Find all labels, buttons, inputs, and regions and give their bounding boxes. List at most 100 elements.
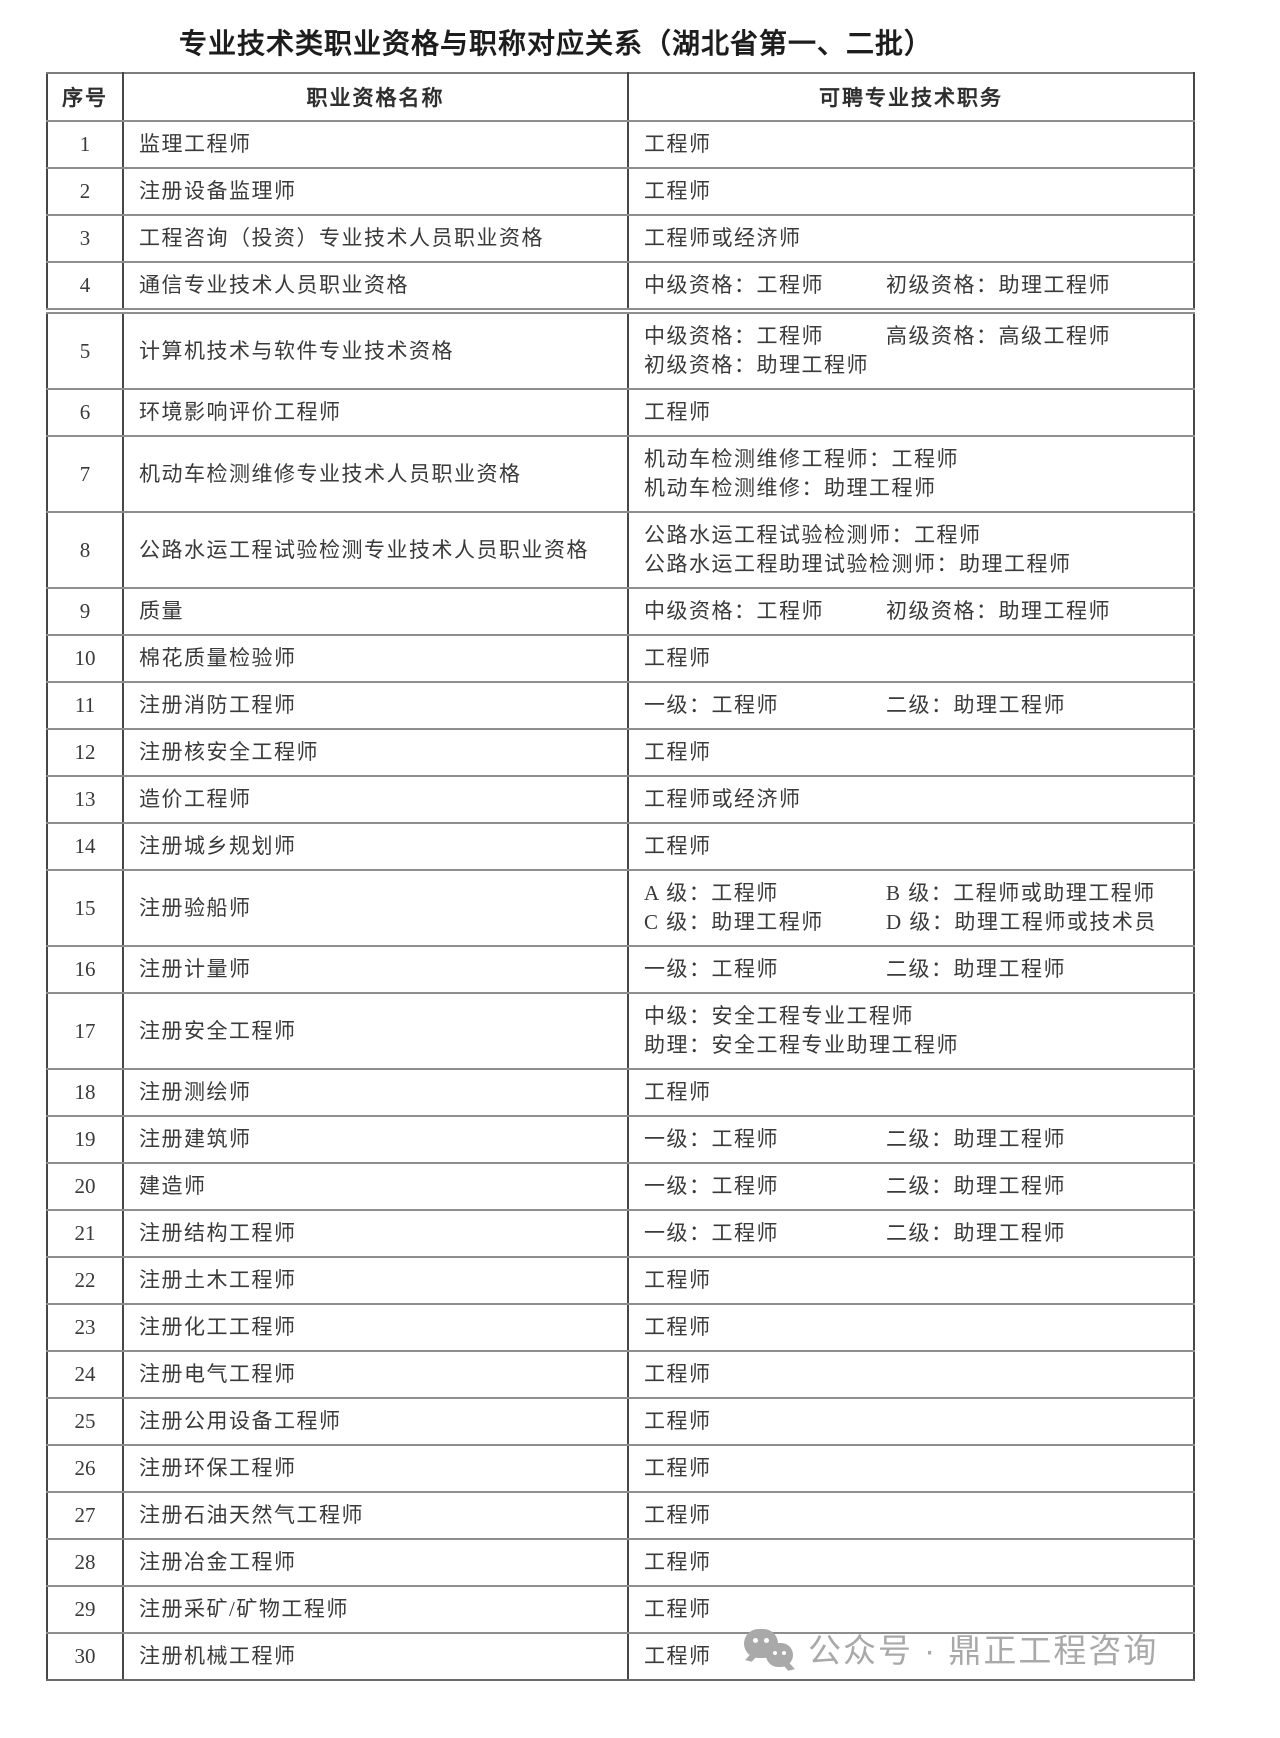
header-no: 序号 bbox=[46, 72, 124, 122]
position-line: 工程师或经济师 bbox=[644, 785, 1185, 814]
row-number: 16 bbox=[46, 945, 124, 994]
table-row: 25 注册公用设备工程师 工程师 bbox=[46, 1397, 1195, 1446]
table-row: 18 注册测绘师 工程师 bbox=[46, 1068, 1195, 1117]
position-text: 工程师或经济师 bbox=[644, 787, 802, 811]
position-line: 工程师 bbox=[644, 738, 1185, 767]
qualification-name: 注册石油天然气工程师 bbox=[122, 1491, 629, 1540]
position-text: D 级：助理工程师或技术员 bbox=[886, 910, 1157, 934]
position-text: 工程师 bbox=[644, 740, 712, 764]
table-row: 28 注册冶金工程师 工程师 bbox=[46, 1538, 1195, 1587]
table-row: 17 注册安全工程师 中级：安全工程专业工程师 助理：安全工程专业助理工程师 bbox=[46, 992, 1195, 1070]
table-row: 27 注册石油天然气工程师 工程师 bbox=[46, 1491, 1195, 1540]
table-row: 11 注册消防工程师 一级：工程师 二级：助理工程师 bbox=[46, 681, 1195, 730]
position-line: 工程师 bbox=[644, 644, 1185, 673]
table-row: 19 注册建筑师 一级：工程师 二级：助理工程师 bbox=[46, 1115, 1195, 1164]
position-line: 工程师 bbox=[644, 1078, 1185, 1107]
row-number: 3 bbox=[46, 214, 124, 263]
position-text: 一级：工程师 bbox=[644, 1127, 779, 1151]
position-cell: 工程师 bbox=[627, 634, 1195, 683]
qualification-name: 建造师 bbox=[122, 1162, 629, 1211]
row-number: 25 bbox=[46, 1397, 124, 1446]
row-number: 23 bbox=[46, 1303, 124, 1352]
position-line: 一级：工程师 二级：助理工程师 bbox=[644, 1172, 1185, 1201]
position-cell: 工程师 bbox=[627, 167, 1195, 216]
row-number: 11 bbox=[46, 681, 124, 730]
position-line: 工程师 bbox=[644, 1360, 1185, 1389]
position-text: 机动车检测维修：助理工程师 bbox=[644, 476, 937, 500]
row-number: 20 bbox=[46, 1162, 124, 1211]
position-text: 一级：工程师 bbox=[644, 693, 779, 717]
position-cell: 公路水运工程试验检测师：工程师 公路水运工程助理试验检测师：助理工程师 bbox=[627, 511, 1195, 589]
row-number: 12 bbox=[46, 728, 124, 777]
position-text: 工程师 bbox=[644, 1315, 712, 1339]
qualification-name: 注册建筑师 bbox=[122, 1115, 629, 1164]
position-text: 工程师 bbox=[644, 132, 712, 156]
position-text: 工程师 bbox=[644, 1503, 712, 1527]
qualification-name: 注册环保工程师 bbox=[122, 1444, 629, 1493]
qualification-name: 计算机技术与软件专业技术资格 bbox=[122, 308, 629, 390]
row-number: 22 bbox=[46, 1256, 124, 1305]
row-number: 24 bbox=[46, 1350, 124, 1399]
qualification-name: 注册土木工程师 bbox=[122, 1256, 629, 1305]
wechat-icon bbox=[742, 1625, 800, 1671]
position-text: 中级：安全工程专业工程师 bbox=[644, 1004, 914, 1028]
position-text: 工程师 bbox=[644, 1597, 712, 1621]
position-cell: 工程师 bbox=[627, 1491, 1195, 1540]
position-cell: 工程师 bbox=[627, 1068, 1195, 1117]
row-number: 1 bbox=[46, 120, 124, 169]
position-text: 初级资格：助理工程师 bbox=[644, 353, 869, 377]
position-line: 中级：安全工程专业工程师 bbox=[644, 1002, 1185, 1031]
row-number: 18 bbox=[46, 1068, 124, 1117]
qualification-name: 环境影响评价工程师 bbox=[122, 388, 629, 437]
position-line: 工程师或经济师 bbox=[644, 224, 1185, 253]
position-cell: 工程师或经济师 bbox=[627, 214, 1195, 263]
qualification-name: 监理工程师 bbox=[122, 120, 629, 169]
position-text: 工程师或经济师 bbox=[644, 226, 802, 250]
qualification-name: 注册安全工程师 bbox=[122, 992, 629, 1070]
page-title: 专业技术类职业资格与职称对应关系（湖北省第一、二批） bbox=[178, 29, 933, 60]
row-number: 6 bbox=[46, 388, 124, 437]
qualification-name: 注册城乡规划师 bbox=[122, 822, 629, 871]
qualification-name: 注册验船师 bbox=[122, 869, 629, 947]
row-number: 17 bbox=[46, 992, 124, 1070]
position-text: 二级：助理工程师 bbox=[886, 1127, 1066, 1151]
table-row: 24 注册电气工程师 工程师 bbox=[46, 1350, 1195, 1399]
position-text: 中级资格：工程师 bbox=[644, 273, 824, 297]
position-text: 一级：工程师 bbox=[644, 1174, 779, 1198]
table-row: 13 造价工程师 工程师或经济师 bbox=[46, 775, 1195, 824]
qualification-name: 机动车检测维修专业技术人员职业资格 bbox=[122, 435, 629, 513]
position-cell: 工程师或经济师 bbox=[627, 775, 1195, 824]
table-row: 16 注册计量师 一级：工程师 二级：助理工程师 bbox=[46, 945, 1195, 994]
table-row: 14 注册城乡规划师 工程师 bbox=[46, 822, 1195, 871]
position-cell: 工程师 bbox=[627, 1632, 1195, 1681]
position-text: 一级：工程师 bbox=[644, 957, 779, 981]
position-text: B 级：工程师或助理工程师 bbox=[886, 881, 1156, 905]
position-text: 二级：助理工程师 bbox=[886, 693, 1066, 717]
watermark-text: 公众号 · 鼎正工程咨询 bbox=[808, 1632, 1159, 1669]
qualification-name: 公路水运工程试验检测专业技术人员职业资格 bbox=[122, 511, 629, 589]
position-text: 工程师 bbox=[644, 834, 712, 858]
table-row: 20 建造师 一级：工程师 二级：助理工程师 bbox=[46, 1162, 1195, 1211]
position-text: 工程师 bbox=[644, 1268, 712, 1292]
position-line: 一级：工程师 二级：助理工程师 bbox=[644, 955, 1185, 984]
position-line: 工程师 bbox=[644, 1313, 1185, 1342]
row-number: 10 bbox=[46, 634, 124, 683]
position-cell: 一级：工程师 二级：助理工程师 bbox=[627, 1209, 1195, 1258]
table-row: 26 注册环保工程师 工程师 bbox=[46, 1444, 1195, 1493]
qualification-name: 注册消防工程师 bbox=[122, 681, 629, 730]
qualification-name: 注册测绘师 bbox=[122, 1068, 629, 1117]
qualification-name: 通信专业技术人员职业资格 bbox=[122, 261, 629, 312]
row-number: 8 bbox=[46, 511, 124, 589]
position-line: 工程师 bbox=[644, 1595, 1185, 1624]
position-text: 工程师 bbox=[644, 1080, 712, 1104]
position-text: A 级：工程师 bbox=[644, 881, 779, 905]
position-text: 工程师 bbox=[644, 1550, 712, 1574]
row-number: 30 bbox=[46, 1632, 124, 1681]
watermark: 公众号 · 鼎正工程咨询 bbox=[742, 1624, 1158, 1672]
row-number: 13 bbox=[46, 775, 124, 824]
position-line: 工程师 bbox=[644, 1454, 1185, 1483]
position-line: 初级资格：助理工程师 bbox=[644, 351, 1185, 380]
row-number: 28 bbox=[46, 1538, 124, 1587]
position-text: 工程师 bbox=[644, 1362, 712, 1386]
position-line: 一级：工程师 二级：助理工程师 bbox=[644, 691, 1185, 720]
